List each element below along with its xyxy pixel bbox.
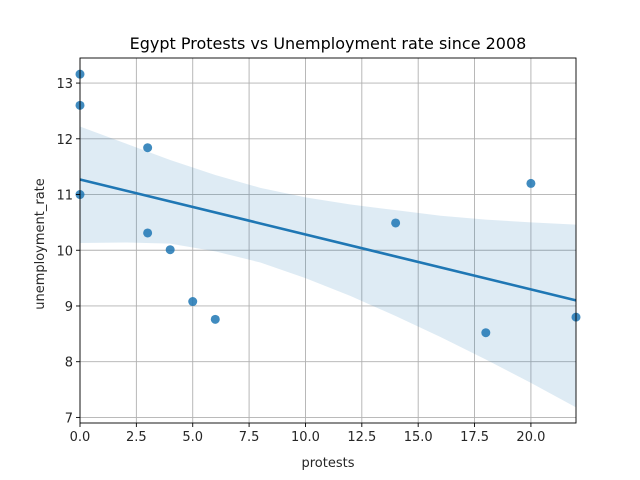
x-tick-label: 12.5 xyxy=(347,430,376,445)
x-tick-label: 0.0 xyxy=(70,430,91,445)
x-tick-label: 5.0 xyxy=(182,430,203,445)
confidence-band xyxy=(80,126,576,408)
y-tick-label: 12 xyxy=(56,133,73,148)
x-tick-label: 15.0 xyxy=(404,430,433,445)
y-tick-label: 11 xyxy=(56,189,73,204)
regression-line-group xyxy=(79,178,577,302)
x-axis-label: protests xyxy=(301,456,354,471)
regression-line xyxy=(79,178,577,302)
plot-frame xyxy=(79,57,577,424)
data-point xyxy=(391,218,401,228)
x-tick-label: 10.0 xyxy=(291,430,320,445)
chart-title: Egypt Protests vs Unemployment rate sinc… xyxy=(130,34,527,53)
y-tick-label: 10 xyxy=(56,244,73,259)
data-point xyxy=(143,143,153,153)
grid-lines xyxy=(79,58,576,423)
y-axis-ticks: 7 8 9 10 11 12 13 xyxy=(56,77,80,426)
y-axis-label: unemployment_rate xyxy=(33,178,48,310)
data-point xyxy=(188,297,198,307)
y-tick-label: 7 xyxy=(65,411,73,426)
data-point xyxy=(481,328,491,338)
confidence-interval-band xyxy=(80,126,576,408)
data-point xyxy=(143,228,153,238)
data-point xyxy=(165,245,175,255)
x-axis-ticks: 0.0 2.5 5.0 7.5 10.0 12.5 15.0 17.5 20.0 xyxy=(70,423,545,445)
x-tick-label: 2.5 xyxy=(126,430,147,445)
y-tick-label: 8 xyxy=(65,356,73,371)
data-point xyxy=(210,314,220,324)
x-tick-label: 7.5 xyxy=(239,430,260,445)
x-tick-label: 20.0 xyxy=(516,430,545,445)
y-tick-label: 9 xyxy=(65,300,73,315)
x-tick-label: 17.5 xyxy=(460,430,489,445)
y-tick-label: 13 xyxy=(56,77,73,92)
data-point xyxy=(526,178,536,188)
